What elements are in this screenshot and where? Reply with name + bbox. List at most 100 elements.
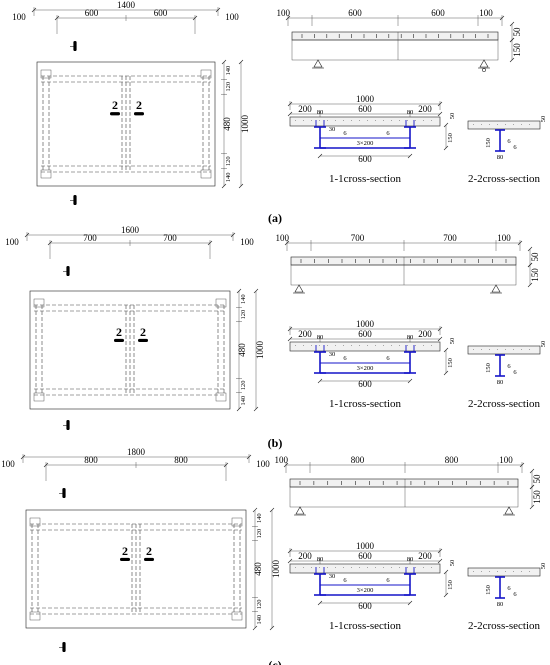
section-2-caption: 2-2cross-section	[468, 620, 541, 632]
elev-span-left-label: 700	[351, 233, 365, 243]
slab-hatch	[398, 344, 401, 347]
slab-hatch	[366, 566, 369, 569]
elev-span-left-label: 600	[348, 8, 362, 18]
slab-hatch	[414, 344, 417, 347]
section-2-cut-right	[144, 557, 154, 562]
edge-left-label: 100	[5, 237, 19, 247]
slab-hatch	[480, 570, 483, 573]
dimension-tick	[236, 288, 242, 294]
sec1-total-label: 1000	[356, 541, 375, 551]
dimension-tick	[287, 111, 293, 117]
slab-hatch	[496, 348, 499, 351]
dimension-tick	[407, 600, 413, 606]
span-left-label: 600	[85, 8, 99, 18]
slab-hatch	[520, 123, 523, 126]
stiffener-box	[215, 298, 227, 308]
width-inner-label: 480	[237, 343, 247, 357]
sec2-stiffener-label: 80	[497, 154, 504, 161]
slab-hatch	[334, 119, 337, 122]
section-2-cut-left-number: 2	[122, 544, 128, 558]
sec1-left-label: 200	[298, 329, 312, 339]
dimension-tick	[443, 347, 449, 353]
slab-hatch	[504, 348, 507, 351]
span-right-label: 600	[154, 8, 168, 18]
width-inner-label: 480	[253, 562, 263, 576]
panel-2: 1800 800 800 100 100 2 2 1000 140 120 480 120 140 100…	[1, 447, 547, 665]
section-2-cut-right-number: 2	[146, 544, 152, 558]
sec1-weld-label-1: 6	[343, 577, 347, 584]
elev-bot-label: 150	[532, 490, 542, 504]
sec1-depth-label: 150	[447, 358, 454, 368]
slab-hatch	[390, 119, 393, 122]
sec2-stiffener-label: 80	[497, 601, 504, 608]
slab-hatch	[302, 566, 305, 569]
sec1-depth-label: 150	[447, 133, 454, 143]
roller-support-icon	[478, 59, 490, 72]
sec1-girder-left: 80	[314, 109, 326, 149]
panel-label: (b)	[268, 436, 283, 450]
slab-hatch	[528, 123, 531, 126]
slab-hatch	[390, 344, 393, 347]
panel-0: 1400 600 600 100 100 2 2 1000 140 120 480 120 140 100…	[12, 0, 547, 225]
sec2-weld-label: 6	[507, 138, 511, 145]
span-total-label: 1800	[127, 447, 146, 457]
slab-hatch	[430, 566, 433, 569]
support-triangle	[294, 284, 304, 293]
section-2-cut-left	[110, 112, 120, 116]
edge-top-a-label: 140	[240, 294, 247, 304]
slab-hatch	[382, 119, 385, 122]
dimension-tick	[529, 504, 535, 510]
elevation-slab	[291, 31, 499, 41]
elev-top-label: 50	[530, 252, 540, 262]
slab-hatch	[294, 119, 297, 122]
section-2-2: 66 80 150 50 2-2cross-section	[467, 116, 547, 185]
sec1-stiffener-label: 80	[317, 556, 324, 563]
slab-hatch	[310, 566, 313, 569]
support-triangle	[491, 284, 501, 293]
slab-hatch	[480, 348, 483, 351]
width-label: 1000	[255, 341, 265, 360]
sec1-girder-left: 80	[314, 334, 326, 374]
pin-support-icon	[294, 506, 306, 516]
stiffener-box	[215, 392, 227, 402]
elev-bot-label: 150	[512, 43, 522, 57]
elev-span-right-label: 700	[443, 233, 457, 243]
stiffener-box	[33, 298, 45, 308]
slab-hatch	[496, 570, 499, 573]
slab-hatch	[472, 348, 475, 351]
sec2-depth-label: 150	[485, 138, 492, 148]
slab-hatch	[504, 570, 507, 573]
slab-hatch	[480, 123, 483, 126]
slab-hatch	[294, 344, 297, 347]
sec2-top-label: 50	[540, 341, 547, 348]
section-2-cut-left-number: 2	[112, 98, 118, 112]
edge-left-label: 100	[12, 12, 26, 22]
sec2-weld-label-2: 6	[513, 591, 517, 598]
sec1-rebar-label: 3×200	[357, 140, 374, 147]
elev-top-label: 50	[532, 474, 542, 484]
section-2-cut-right-number: 2	[136, 98, 142, 112]
section-1-cut-top	[73, 41, 77, 51]
sec1-bottom-label: 600	[358, 601, 372, 611]
sec2-weld-label-2: 6	[513, 144, 517, 151]
slab-hatch	[528, 348, 531, 351]
elev-edge-right-label: 100	[497, 233, 511, 243]
sec1-slab	[289, 116, 441, 127]
slab-hatch	[310, 344, 313, 347]
dimension-tick	[527, 282, 533, 288]
dimension-tick	[252, 625, 258, 631]
section-2-cut-left	[114, 338, 124, 343]
elev-edge-right-label: 100	[479, 8, 493, 18]
stiffener-box	[40, 169, 52, 179]
elev-span-right-label: 600	[431, 8, 445, 18]
section-1-cut-bottom	[66, 420, 70, 430]
section-1-caption: 1-1cross-section	[329, 620, 402, 632]
section-2-cut-right	[138, 338, 148, 343]
slab-hatch	[430, 344, 433, 347]
slab-hatch	[350, 566, 353, 569]
slab-hatch	[326, 119, 329, 122]
dimension-tick	[253, 406, 259, 412]
stiffener-box	[231, 517, 243, 527]
support-triangle	[479, 59, 489, 68]
